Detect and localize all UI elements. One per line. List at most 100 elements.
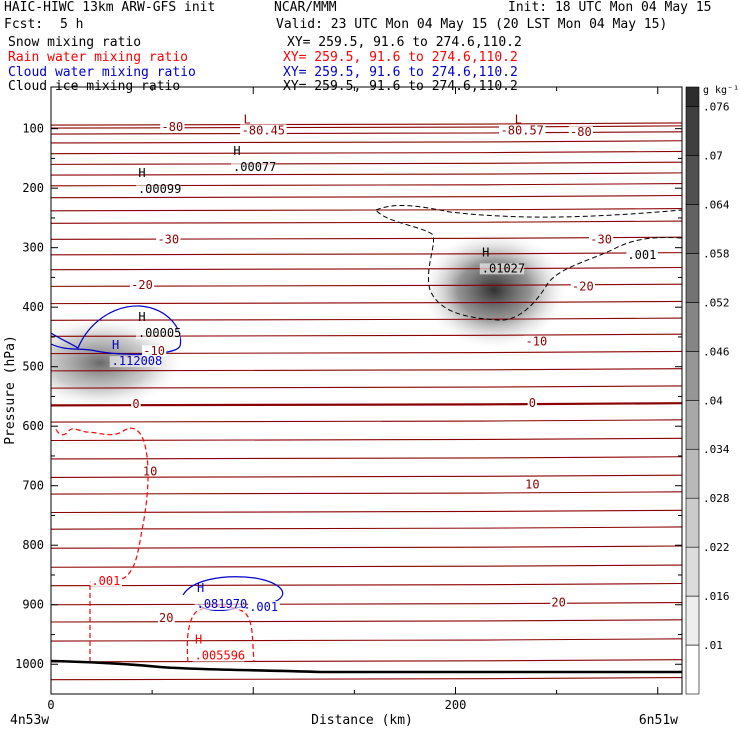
temperature-contour-label: -30 [590, 232, 612, 246]
temperature-label-bg [550, 596, 568, 608]
temperature-label-bg [499, 124, 546, 136]
temperature-contour-line [51, 317, 682, 321]
temperature-contour-label: -80 [570, 125, 592, 139]
temperature-contour-line [51, 236, 682, 240]
cloud-ice-shading [422, 232, 566, 348]
colorbar-tick-label: .04 [703, 394, 723, 407]
y-tick-label: 1000 [15, 657, 44, 671]
colorbar-segment [685, 302, 700, 352]
temperature-contour-label: -30 [157, 232, 179, 246]
temperature-contour-line [51, 140, 682, 144]
temperature-contour-label: -20 [572, 279, 594, 293]
temperature-contour-line [51, 122, 682, 126]
cloud-water-contour-upper [51, 305, 182, 355]
temperature-contour-line [51, 437, 682, 442]
temperature-label-bg [156, 233, 181, 245]
temperature-contour-line [51, 582, 682, 587]
temperature-contour-label: 10 [143, 464, 157, 478]
temperature-label-bg [527, 396, 538, 408]
temperature-contour-line [51, 545, 682, 549]
temperature-label-bg [131, 398, 141, 410]
field-xy-cloud-water: XY= 259.5, 91.6 to 274.6,110.2 [283, 65, 518, 80]
model-title: HAIC-HIWC 13km ARW-GFS init [4, 0, 216, 15]
colorbar-segment [685, 497, 700, 548]
colorbar-segment [685, 86, 700, 107]
x-start-location: 4n53w [10, 713, 49, 728]
x-tick-label: 0 [47, 698, 54, 712]
colorbar-tick-label: .058 [703, 247, 730, 260]
extremum-mark: H [195, 633, 202, 647]
temperature-contour-line [51, 220, 682, 224]
colorbar-segment [685, 351, 700, 401]
colorbar-tick-label: .07 [703, 150, 723, 163]
colorbar-tick-label: .076 [703, 101, 730, 114]
temperature-contour-label: -20 [131, 278, 153, 292]
extremum-value-bg [109, 356, 162, 368]
y-tick-label: 600 [22, 419, 44, 433]
extremum-value-bg [231, 162, 276, 174]
colorbar-segment [685, 595, 700, 646]
temperature-contour-line [51, 402, 682, 407]
forecast-hours: 5 h [60, 17, 84, 32]
temperature-contour-line [51, 208, 682, 212]
extremum-value-bg [135, 328, 181, 340]
temperature-contour-label: 0 [132, 397, 139, 411]
temperature-contour-line [51, 368, 682, 372]
temperature-contour-label: 20 [551, 595, 565, 609]
temperature-contour-line [51, 474, 682, 478]
terrain-line [51, 659, 682, 674]
temperature-label-bg [570, 280, 596, 292]
temperature-contour-line [51, 385, 682, 389]
extremum-value: .01027 [482, 261, 525, 275]
field-xy-cloud-ice: XY= 259.5, 91.6 to 274.6,110.2 [283, 79, 518, 94]
extremum-mark: H [138, 166, 145, 180]
temperature-contour-line [51, 300, 682, 305]
temperature-contour-label: 20 [159, 611, 173, 625]
extremum-value-bg [479, 263, 525, 275]
contour-value-label: .001 [91, 574, 120, 588]
temperature-contour-line [51, 456, 682, 460]
y-tick-label: 200 [22, 181, 44, 195]
rain-water-contour-left [55, 427, 149, 662]
colorbar-tick-label: .046 [703, 345, 730, 358]
temperature-label-bg [157, 611, 175, 623]
temperature-label-bg [568, 126, 593, 138]
temperature-contour-label: -10 [526, 335, 548, 349]
temperature-contour-label: -80 [162, 120, 184, 134]
temperature-contour-line [51, 161, 682, 165]
temperature-contour-line [51, 676, 682, 681]
temperature-contour-line [51, 491, 682, 495]
plot-frame [50, 86, 683, 695]
temperature-contour-label: -80.57 [501, 123, 544, 137]
temperature-contour-line [51, 601, 682, 606]
field-label-rain: Rain water mixing ratio [8, 50, 189, 65]
temperature-label-bg [524, 335, 549, 347]
temperature-contour-line [51, 194, 682, 199]
y-tick-label: 300 [22, 241, 44, 255]
temperature-label-bg [160, 120, 185, 132]
extremum-value: .112008 [112, 354, 163, 368]
temperature-contour-line [51, 619, 682, 623]
temperature-label-bg [523, 478, 541, 490]
colorbar-segment [685, 204, 700, 254]
temperature-low-mark: L [515, 113, 522, 127]
cloud-ice-contour [375, 205, 682, 321]
extremum-value: .00005 [138, 326, 181, 340]
field-label-cloud-water: Cloud water mixing ratio [8, 65, 196, 80]
colorbar-tick-label: .052 [703, 296, 730, 309]
extremum-value: .081970 [197, 597, 248, 611]
colorbar-tick-label: .034 [703, 443, 730, 456]
extremum-value: .00077 [233, 160, 276, 174]
temperature-contour-label: 0 [529, 396, 536, 410]
temperature-contour-line [51, 564, 682, 568]
temperature-contour-line [51, 266, 682, 271]
colorbar-tick-label: .064 [703, 198, 730, 211]
contour-label-bg [248, 601, 280, 613]
temperature-contour-line [51, 638, 682, 642]
contour-value-label: .001 [249, 600, 278, 614]
temperature-contour-line [51, 526, 682, 530]
contour-label-bg [90, 574, 123, 586]
x-tick-label: 200 [445, 698, 467, 712]
temperature-label-bg [129, 279, 155, 291]
